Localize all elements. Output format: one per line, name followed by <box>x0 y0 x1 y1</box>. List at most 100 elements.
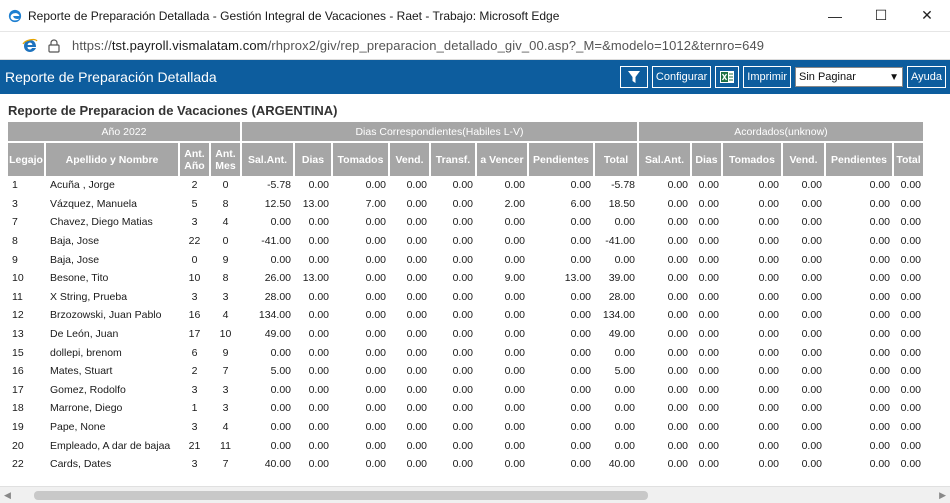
url-field[interactable]: https://tst.payroll.vismalatam.com/rhpro… <box>72 38 764 53</box>
table-cell: 40.00 <box>608 458 635 471</box>
scroll-left-icon[interactable]: ◀ <box>4 490 11 500</box>
table-cell: 40.00 <box>264 458 291 471</box>
table-cell: 0.00 <box>869 402 890 415</box>
table-cell: 0.00 <box>698 309 719 322</box>
report-content[interactable]: Reporte de Preparacion de Vacaciones (AR… <box>0 94 950 486</box>
table-cell: 16 <box>188 309 201 322</box>
table-cell: 39.00 <box>608 272 635 285</box>
table-cell: 10 <box>219 328 232 341</box>
paginar-select[interactable]: Sin Paginar ▼ <box>795 67 903 87</box>
table-cell: 0.00 <box>452 421 473 434</box>
report-title: Reporte de Preparacion de Vacaciones (AR… <box>8 103 338 118</box>
table-cell: 0.00 <box>308 421 329 434</box>
table-cell: 0.00 <box>667 290 688 303</box>
column-header-sal-ant: Sal.Ant. <box>242 141 293 176</box>
table-cell: 0.00 <box>270 402 291 415</box>
table-cell: 0.00 <box>758 216 779 229</box>
table-cell: 0.00 <box>308 458 329 471</box>
column-header-ac-tomados: Tomados <box>723 141 781 176</box>
table-row: 9 Baja, Jose 0 9 0.00 0.00 0.00 0.00 0.00 0.00 0.0… <box>8 250 923 269</box>
table-cell: 3 <box>222 290 229 303</box>
scrollbar-thumb[interactable] <box>34 491 648 500</box>
table-cell: 0.00 <box>614 216 635 229</box>
table-cell: Brzozowski, Juan Pablo <box>50 309 162 322</box>
imprimir-button[interactable]: Imprimir <box>743 66 791 88</box>
table-cell: X String, Prueba <box>50 290 128 303</box>
table-cell: 6 <box>191 346 198 359</box>
column-header-vend: Vend. <box>390 141 429 176</box>
table-cell: 0.00 <box>270 383 291 396</box>
table-cell: 0.00 <box>801 346 822 359</box>
table-cell: 21 <box>188 439 201 452</box>
table-cell: 0.00 <box>698 421 719 434</box>
table-cell: 0.00 <box>900 383 921 396</box>
table-cell: 0.00 <box>801 216 822 229</box>
table-cell: 0.00 <box>504 179 525 192</box>
column-header-a-vencer: a Vencer <box>477 141 527 176</box>
column-header-pendientes: Pendientes <box>529 141 593 176</box>
excel-icon <box>720 71 735 83</box>
table-cell: 0.00 <box>801 328 822 341</box>
table-cell: 1 <box>191 402 198 415</box>
ie-mode-icon[interactable] <box>22 38 38 54</box>
ayuda-button[interactable]: Ayuda <box>907 66 946 88</box>
table-cell: 0.00 <box>758 421 779 434</box>
table-cell: 0.00 <box>758 383 779 396</box>
table-cell: 8 <box>12 235 18 248</box>
table-cell: 0.00 <box>570 235 591 248</box>
address-bar: https://tst.payroll.vismalatam.com/rhpro… <box>0 32 950 60</box>
table-cell: 0.00 <box>308 253 329 266</box>
table-cell: -5.78 <box>611 179 635 192</box>
table-cell: 3 <box>191 216 198 229</box>
table-cell: 0.00 <box>900 179 921 192</box>
table-cell: Vázquez, Manuela <box>50 197 137 210</box>
table-cell: 134.00 <box>602 309 635 322</box>
table-cell: 0.00 <box>758 179 779 192</box>
table-cell: 0.00 <box>406 235 427 248</box>
table-cell: 0.00 <box>452 235 473 248</box>
table-cell: 0.00 <box>452 272 473 285</box>
table-cell: 0.00 <box>698 402 719 415</box>
table-cell: Baja, Jose <box>50 253 100 266</box>
horizontal-scrollbar[interactable]: ◀ ▶ <box>0 486 950 503</box>
group-header-year: Año 2022 <box>8 122 240 141</box>
table-cell: 0.00 <box>365 421 386 434</box>
table-cell: 0.00 <box>308 365 329 378</box>
table-cell: 0.00 <box>406 346 427 359</box>
configurar-button[interactable]: Configurar <box>651 66 712 88</box>
table-cell: 0.00 <box>270 253 291 266</box>
table-cell: 0.00 <box>365 179 386 192</box>
table-cell: Pape, None <box>50 421 106 434</box>
group-header-acordados: Acordados(unknow) <box>639 122 923 141</box>
table-cell: 0.00 <box>308 383 329 396</box>
table-cell: 0.00 <box>504 402 525 415</box>
table-cell: 0 <box>222 235 229 248</box>
table-cell: 0.00 <box>308 402 329 415</box>
table-cell: 9.00 <box>504 272 525 285</box>
table-cell: 0.00 <box>308 216 329 229</box>
report-rows: 1 Acuña , Jorge 2 0 -5.78 0.00 0.00 0.00 0.00 0.0… <box>8 176 923 474</box>
table-cell: 13.00 <box>302 197 329 210</box>
lock-icon[interactable] <box>48 38 60 53</box>
table-cell: 0.00 <box>698 179 719 192</box>
table-cell: 0.00 <box>570 290 591 303</box>
close-button[interactable]: ✕ <box>921 7 933 23</box>
table-cell: 0.00 <box>570 346 591 359</box>
scroll-right-icon[interactable]: ▶ <box>939 490 946 500</box>
table-cell: 0.00 <box>270 346 291 359</box>
table-cell: 0.00 <box>758 253 779 266</box>
export-excel-button[interactable] <box>715 66 740 88</box>
minimize-button[interactable]: — <box>828 7 842 24</box>
column-header-ac-vend: Vend. <box>783 141 824 176</box>
maximize-button[interactable]: ☐ <box>874 7 888 23</box>
table-cell: 0.00 <box>570 216 591 229</box>
table-cell: 0.00 <box>452 383 473 396</box>
table-cell: 0.00 <box>504 346 525 359</box>
table-cell: 0.00 <box>406 309 427 322</box>
table-cell: 0.00 <box>504 290 525 303</box>
table-cell: 0.00 <box>504 383 525 396</box>
table-cell: 0.00 <box>570 439 591 452</box>
table-cell: 12.50 <box>264 197 291 210</box>
filter-button[interactable] <box>619 66 648 88</box>
filter-icon <box>627 71 640 83</box>
